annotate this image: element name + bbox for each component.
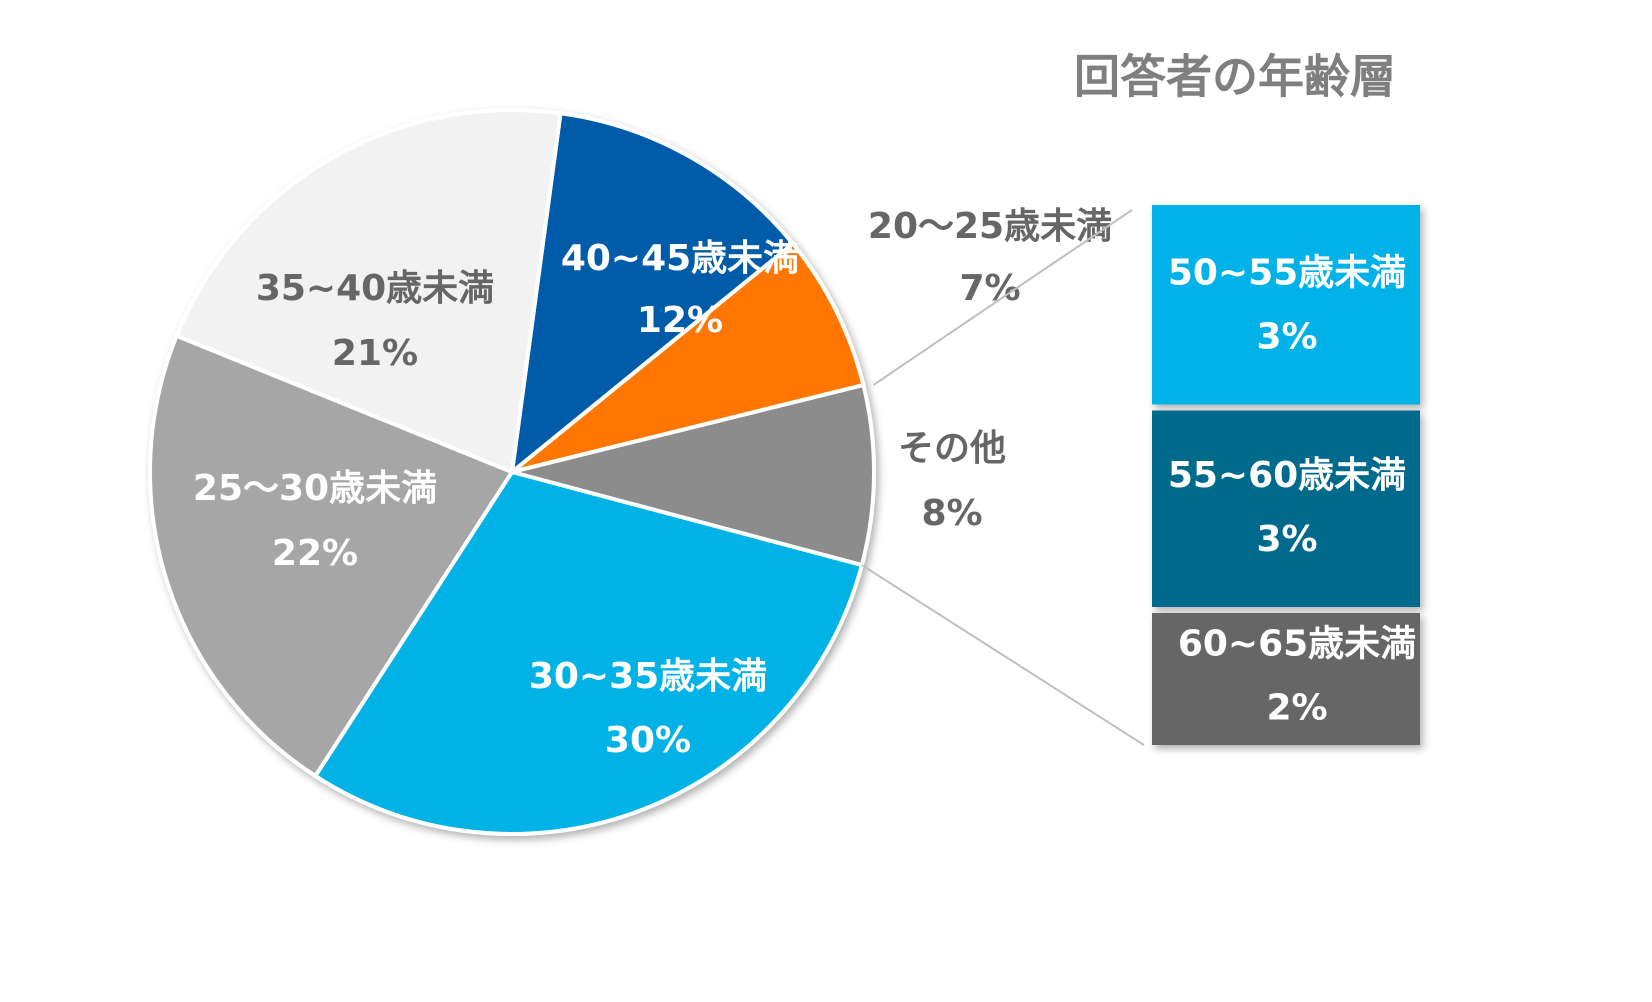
slice-value-label: 8% xyxy=(921,493,982,534)
slice-value-label: 30% xyxy=(605,720,691,761)
pie-slice xyxy=(312,469,865,836)
bar-segment xyxy=(1152,613,1420,745)
pie-slice xyxy=(511,382,876,568)
bar-value-label: 3% xyxy=(1256,519,1317,560)
pie-slice xyxy=(173,108,563,475)
bar-category-label: 50~55歳未満 xyxy=(1168,252,1406,293)
slice-category-label: 20～25歳未満 xyxy=(868,206,1112,247)
slice-value-label: 21% xyxy=(332,333,418,374)
labels: 40~45歳未満 12% 20～25歳未満 7% その他 8% 30~35歳未満 30% 25～… xyxy=(193,206,1416,761)
bar-category-label: 60~65歳未満 xyxy=(1178,624,1416,665)
slice-value-label: 12% xyxy=(637,300,723,341)
slice-category-label: 30~35歳未満 xyxy=(529,656,767,697)
slice-category-label: 25～30歳未満 xyxy=(193,468,437,509)
slice-category-label: 40~45歳未満 xyxy=(561,238,799,279)
slice-category-label: 35~40歳未満 xyxy=(256,268,494,309)
breakdown-bar xyxy=(1152,205,1420,745)
pie-slice xyxy=(148,333,515,779)
slice-value-label: 7% xyxy=(959,268,1020,309)
pie xyxy=(148,108,876,836)
bar-value-label: 2% xyxy=(1266,688,1327,729)
connector-line xyxy=(872,209,1133,386)
bar-value-label: 3% xyxy=(1256,316,1317,357)
bar-segment xyxy=(1152,410,1420,607)
bar-segment xyxy=(1152,205,1420,405)
chart-title: 回答者の年齢層 xyxy=(1074,50,1396,104)
bar-category-label: 55~60歳未満 xyxy=(1168,455,1406,496)
pie-slice xyxy=(509,111,796,477)
slice-category-label: その他 xyxy=(898,428,1006,469)
pie-slice xyxy=(510,240,866,474)
connector-line xyxy=(861,564,1145,746)
slice-value-label: 22% xyxy=(272,533,358,574)
